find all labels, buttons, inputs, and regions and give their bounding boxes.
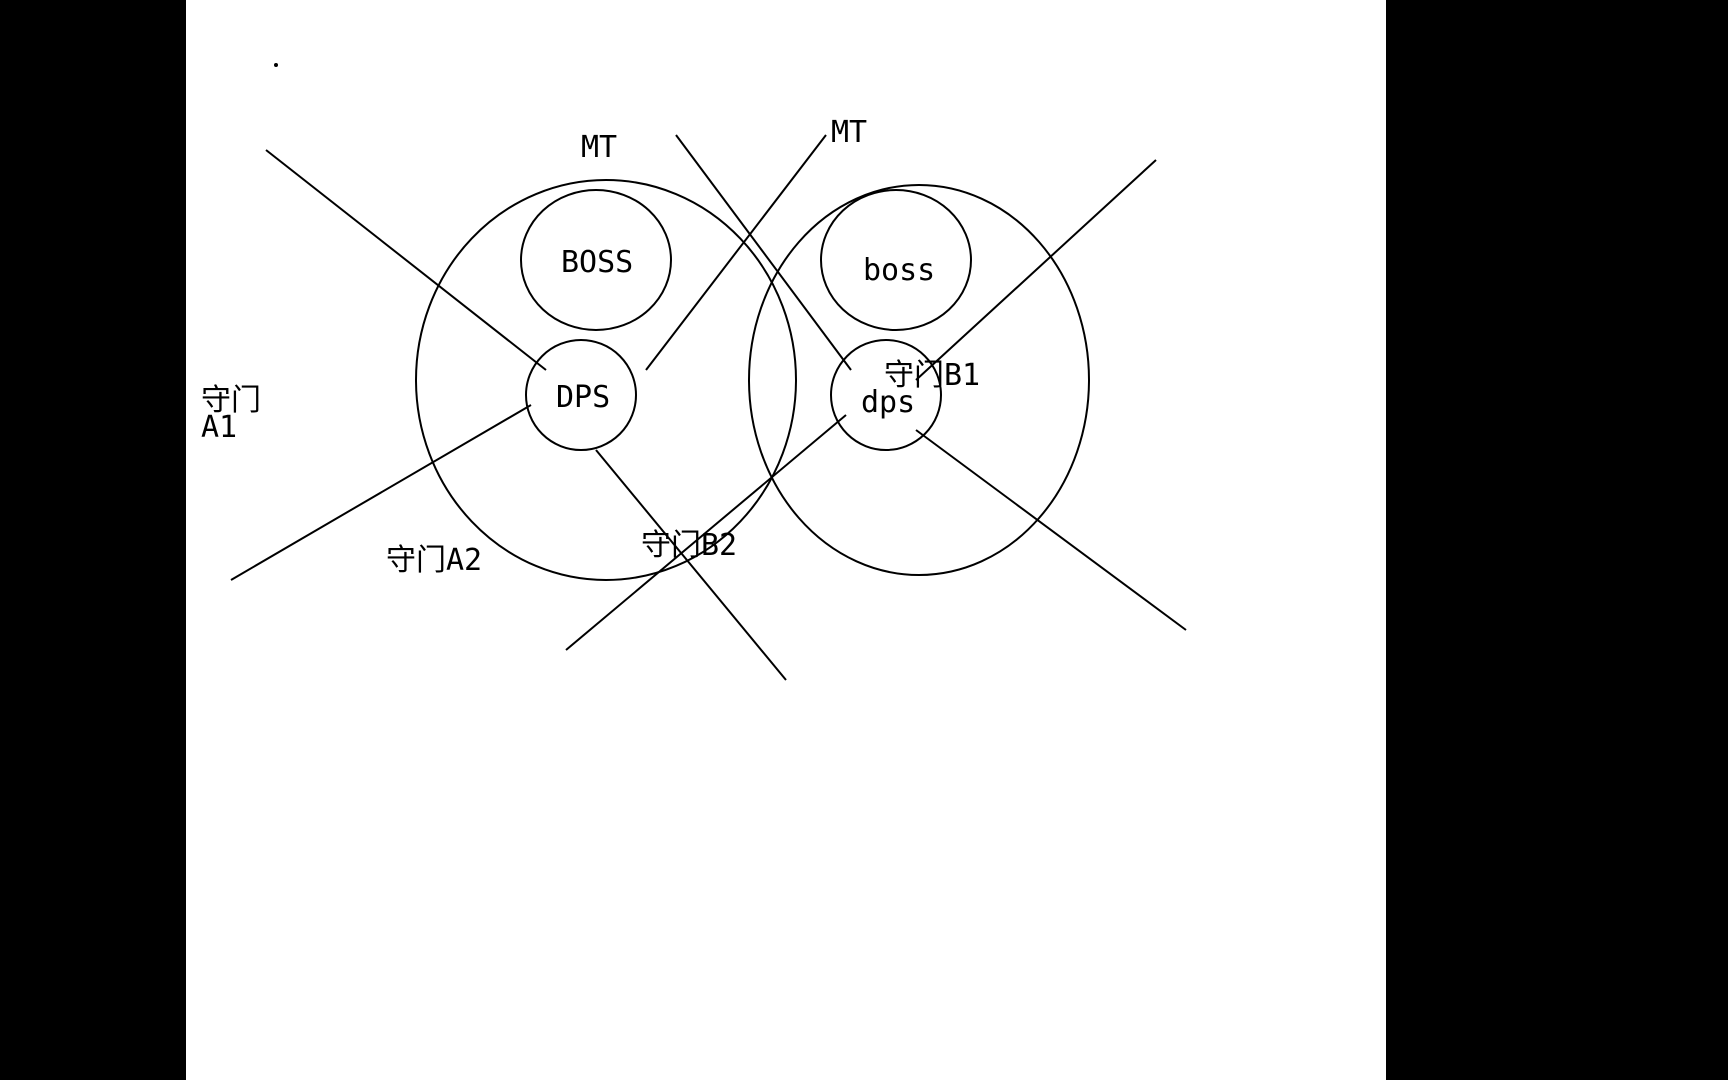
diagram-canvas: BOSSDPSbossdpsMTMT守门A1守门A2守门B1守门B2 — [186, 0, 1386, 1080]
label-mt-left: MT — [581, 130, 617, 165]
label-mt-right: MT — [831, 115, 867, 150]
node-label-boss-left: BOSS — [561, 245, 633, 280]
node-label-boss-right: boss — [863, 253, 935, 288]
line-R-ne — [916, 160, 1156, 380]
line-L-sw — [231, 405, 531, 580]
label-guard-b2: 守门B2 — [641, 520, 737, 564]
page: BOSSDPSbossdpsMTMT守门A1守门A2守门B1守门B2 — [0, 0, 1728, 1080]
line-L-ne — [646, 135, 826, 370]
label-guard-a1b: A1 — [201, 410, 237, 445]
line-L-se — [596, 450, 786, 680]
diagram-svg — [186, 0, 1386, 1080]
label-guard-b1: 守门B1 — [884, 350, 980, 394]
stray-dot — [274, 63, 278, 67]
node-label-dps-left: DPS — [556, 380, 610, 415]
line-R-se — [916, 430, 1186, 630]
line-L-nw — [266, 150, 546, 370]
line-R-nw — [676, 135, 851, 370]
label-guard-a2: 守门A2 — [386, 535, 482, 579]
